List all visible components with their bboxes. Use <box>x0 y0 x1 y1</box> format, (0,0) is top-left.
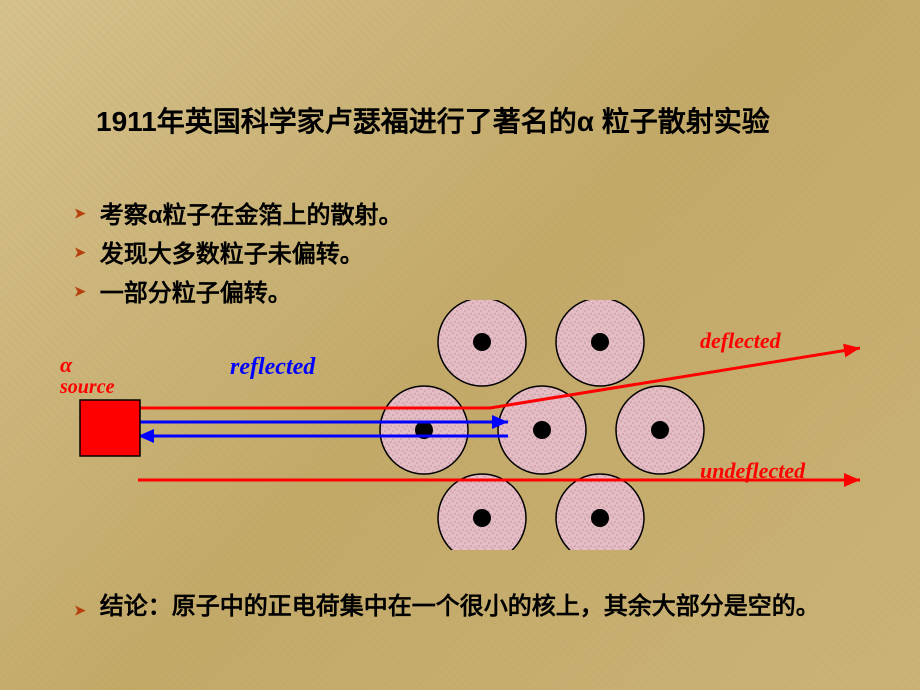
list-item: ➤ 考察α粒子在金箔上的散射。 <box>74 195 403 230</box>
bullet-icon: ➤ <box>74 600 86 620</box>
scattering-diagram: α source reflected deflected undeflected <box>60 300 880 550</box>
conclusion-text: 结论：原子中的正电荷集中在一个很小的核上，其余大部分是空的。 <box>100 590 820 625</box>
reflected-label: reflected <box>230 354 315 381</box>
list-item: ➤ 发现大多数粒子未偏转。 <box>74 234 403 269</box>
deflected-label: deflected <box>700 328 781 354</box>
source-label: source <box>60 376 114 399</box>
alpha-label: α <box>60 352 72 378</box>
bullet-icon: ➤ <box>74 283 86 300</box>
page-title: 1911年英国科学家卢瑟福进行了著名的α 粒子散射实验 <box>96 102 866 141</box>
bullet-text: 发现大多数粒子未偏转。 <box>100 234 364 269</box>
bullet-text: 考察α粒子在金箔上的散射。 <box>100 195 403 230</box>
bullet-icon: ➤ <box>74 205 86 222</box>
conclusion: ➤ 结论：原子中的正电荷集中在一个很小的核上，其余大部分是空的。 <box>74 590 884 625</box>
bullet-icon: ➤ <box>74 244 86 261</box>
bullet-list: ➤ 考察α粒子在金箔上的散射。 ➤ 发现大多数粒子未偏转。 ➤ 一部分粒子偏转。 <box>74 195 403 312</box>
undeflected-label: undeflected <box>700 458 830 484</box>
